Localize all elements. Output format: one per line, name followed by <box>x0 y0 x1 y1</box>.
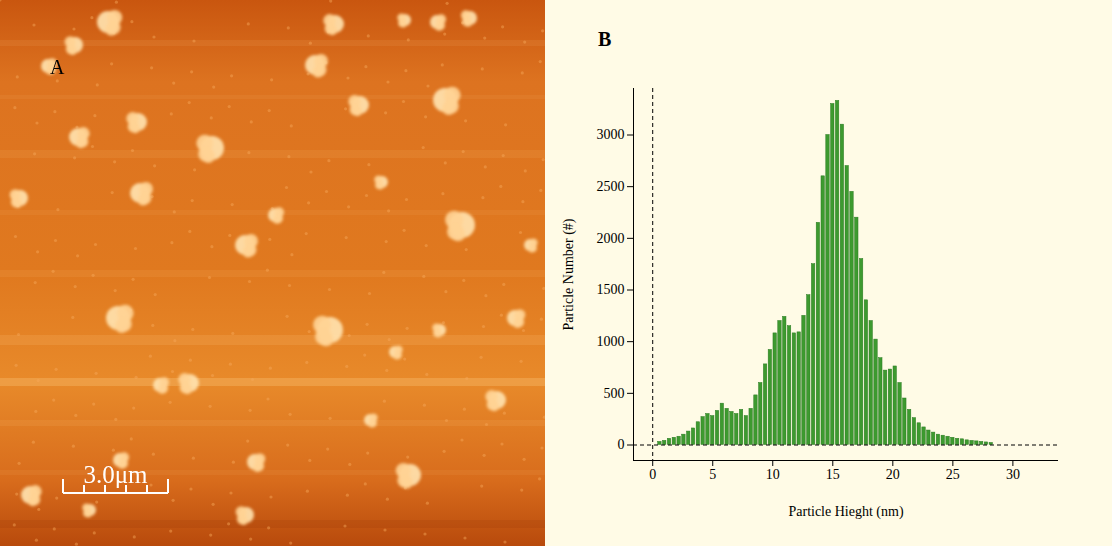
svg-text:Particle Hieght (nm): Particle Hieght (nm) <box>788 504 903 520</box>
svg-text:3000: 3000 <box>597 127 625 142</box>
svg-text:1500: 1500 <box>597 282 625 297</box>
svg-text:15: 15 <box>826 467 840 482</box>
svg-text:10: 10 <box>766 467 780 482</box>
svg-text:500: 500 <box>604 386 625 401</box>
html-text:B: B <box>598 28 612 50</box>
svg-text:5: 5 <box>709 467 716 482</box>
svg-text:20: 20 <box>886 467 900 482</box>
svg-text:Particle Number (#): Particle Number (#) <box>561 218 577 330</box>
svg-text:2500: 2500 <box>597 179 625 194</box>
svg-text:3.0μm: 3.0μm <box>83 461 148 488</box>
svg-text:25: 25 <box>946 467 960 482</box>
svg-text:1000: 1000 <box>597 334 625 349</box>
svg-text:30: 30 <box>1006 467 1020 482</box>
svg-text:0: 0 <box>649 467 656 482</box>
svg-text:0: 0 <box>618 437 625 452</box>
svg-text:A: A <box>50 56 65 78</box>
svg-text:2000: 2000 <box>597 231 625 246</box>
